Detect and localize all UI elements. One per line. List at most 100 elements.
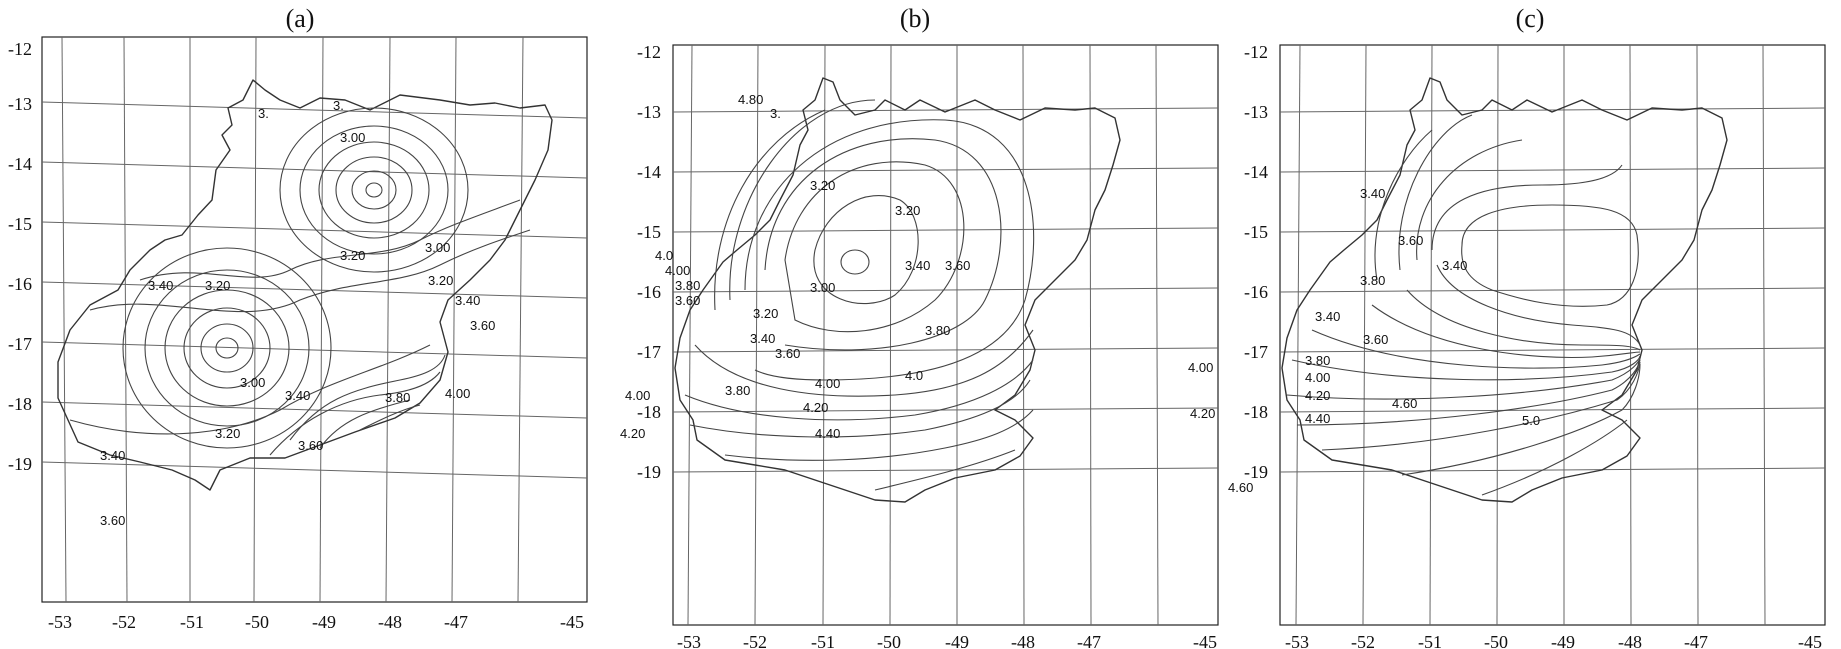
- map-frame: [41, 36, 588, 603]
- contour-label: 3.80: [675, 278, 700, 293]
- isoline: [1401, 363, 1641, 476]
- isoline: [1371, 304, 1641, 359]
- contour-label: 3.20: [215, 426, 240, 441]
- graticule-line: [123, 36, 128, 603]
- graticule-line: [822, 44, 826, 626]
- graticule-line: [1496, 44, 1499, 626]
- graticule-line: [754, 44, 759, 626]
- contour-label: 4.0: [905, 368, 923, 383]
- panel-c-isolines: [1286, 114, 1641, 496]
- axis-tick-label: -17: [8, 334, 32, 354]
- axis-tick-label: -15: [1244, 222, 1268, 242]
- panel-c-y-ticks: -12 -13 -14 -15 -16 -17 -18 -19: [1244, 42, 1268, 482]
- contour-label: 4.00: [815, 376, 840, 391]
- contour-label: 4.40: [1305, 411, 1330, 426]
- graticule-line: [672, 347, 1219, 353]
- axis-tick-label: -53: [1285, 632, 1309, 649]
- panel-a-region-outline: [57, 79, 553, 491]
- axis-tick-label: -45: [560, 612, 584, 632]
- contour-label: 4.80: [738, 92, 763, 107]
- contour-label: 3.80: [1360, 273, 1385, 288]
- axis-tick-label: -51: [811, 632, 835, 649]
- contour-label: 4.60: [1228, 480, 1253, 495]
- contour-label: 3.40: [455, 293, 480, 308]
- graticule-line: [517, 36, 524, 603]
- panel-a-x-ticks: -53 -52 -51 -50 -49 -48 -47 -45: [48, 612, 584, 632]
- contour-label: 3.60: [775, 346, 800, 361]
- axis-tick-label: -16: [8, 274, 32, 294]
- graticule-line: [253, 36, 257, 603]
- graticule-line: [1279, 107, 1826, 113]
- graticule-line: [1279, 227, 1826, 233]
- isoline: [689, 379, 1031, 438]
- contour-label: 3.40: [148, 278, 173, 293]
- isoline: [351, 170, 397, 210]
- panel-c-graticule: [1279, 44, 1826, 626]
- contour-label: 3.40: [750, 331, 775, 346]
- isoline: [269, 371, 441, 456]
- isoline: [144, 269, 310, 427]
- contour-label: 3.40: [1315, 309, 1340, 324]
- isoline: [1286, 357, 1641, 400]
- isoline: [729, 99, 876, 301]
- isoline: [1416, 139, 1523, 261]
- graticule-line: [41, 401, 588, 419]
- isoline: [1291, 355, 1641, 381]
- axis-tick-label: -18: [637, 402, 661, 422]
- graticule-line: [1279, 167, 1826, 173]
- isoline: [164, 289, 290, 407]
- axis-tick-label: -48: [1618, 632, 1642, 649]
- axis-tick-label: -53: [48, 612, 72, 632]
- axis-tick-label: -50: [877, 632, 901, 649]
- contour-label: 3.80: [725, 383, 750, 398]
- panel-b-isolines: [684, 99, 1035, 491]
- axis-tick-label: -12: [637, 42, 661, 62]
- graticule-line: [451, 36, 457, 603]
- panel-b: (b): [615, 0, 1225, 649]
- axis-tick-label: -15: [8, 214, 32, 234]
- graticule-line: [1022, 44, 1025, 626]
- contour-label: 3.40: [285, 388, 310, 403]
- graticule-line: [1155, 44, 1159, 626]
- contour-label: 3.60: [675, 293, 700, 308]
- panel-c-contour-labels: 3.40 3.60 3.80 3.40 3.60 3.80 4.00 4.00 …: [1188, 186, 1540, 495]
- graticule-line: [1279, 347, 1826, 353]
- isoline: [714, 109, 826, 311]
- graticule-line: [687, 44, 693, 626]
- contour-label: 4.20: [1190, 406, 1215, 421]
- isoline: [279, 107, 469, 273]
- isoline: [813, 195, 919, 305]
- isoline: [289, 354, 446, 441]
- contour-label: 3.: [258, 106, 269, 121]
- contour-label: 3.60: [1398, 233, 1423, 248]
- isoline: [89, 229, 531, 313]
- contour-label: 3.80: [385, 390, 410, 405]
- graticule-line: [1279, 287, 1826, 293]
- axis-tick-label: -19: [8, 454, 32, 474]
- isoline: [1321, 361, 1641, 451]
- axis-tick-label: -50: [245, 612, 269, 632]
- axis-tick-label: -45: [1193, 632, 1217, 649]
- contour-label: 3.00: [240, 375, 265, 390]
- panel-a-y-ticks: -12 -13 -14 -15 -16 -17 -18 -19: [8, 39, 32, 474]
- panel-a-isolines: [69, 107, 531, 456]
- axis-tick-label: -15: [637, 222, 661, 242]
- isoline: [1374, 129, 1433, 281]
- graticule-line: [672, 467, 1219, 473]
- axis-tick-label: -16: [1244, 282, 1268, 302]
- contour-label: 3.20: [810, 178, 835, 193]
- isoline: [840, 249, 870, 275]
- contour-label: 4.40: [815, 426, 840, 441]
- contour-label: 3.40: [1360, 186, 1385, 201]
- axis-tick-label: -48: [1011, 632, 1035, 649]
- axis-tick-label: -14: [1244, 162, 1268, 182]
- graticule-line: [319, 36, 324, 603]
- graticule-line: [385, 36, 391, 603]
- isoline: [1436, 264, 1641, 346]
- contour-label: 3.20: [205, 278, 230, 293]
- map-frame: [672, 44, 1219, 626]
- panel-b-contour-labels: 3.20 3.20 3.00 3.20 3.40 3.40 3.60 3.60 …: [620, 92, 970, 441]
- isoline: [318, 141, 430, 239]
- panel-b-graticule: [672, 44, 1219, 626]
- contour-label: 3.60: [470, 318, 495, 333]
